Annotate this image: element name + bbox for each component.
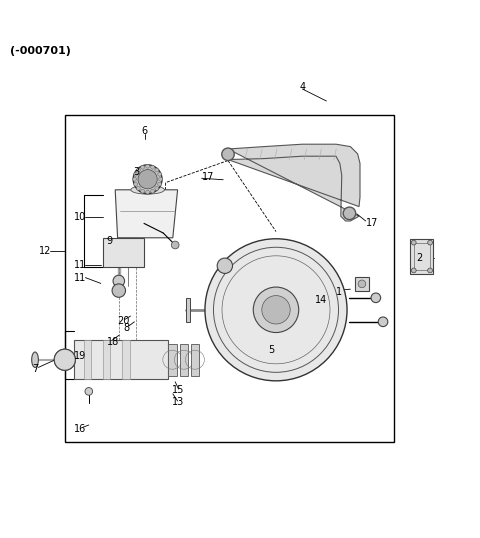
Bar bbox=[103, 238, 144, 267]
Text: 9: 9 bbox=[107, 236, 113, 246]
Bar bbox=[168, 344, 177, 376]
Circle shape bbox=[205, 239, 347, 381]
Circle shape bbox=[112, 284, 126, 298]
Circle shape bbox=[157, 172, 161, 176]
Bar bbox=[103, 340, 110, 379]
Text: (-000701): (-000701) bbox=[10, 46, 71, 56]
Circle shape bbox=[54, 349, 75, 370]
Circle shape bbox=[371, 293, 381, 302]
Bar bbox=[122, 340, 130, 379]
Text: 17: 17 bbox=[202, 172, 214, 182]
Bar bbox=[410, 239, 433, 274]
Text: 11: 11 bbox=[74, 273, 87, 282]
Circle shape bbox=[136, 168, 140, 172]
Circle shape bbox=[155, 168, 159, 172]
Bar bbox=[186, 298, 190, 322]
Circle shape bbox=[155, 187, 159, 190]
Bar bbox=[180, 344, 188, 376]
Circle shape bbox=[134, 172, 138, 176]
Circle shape bbox=[59, 354, 71, 365]
Circle shape bbox=[141, 165, 144, 169]
Text: 1: 1 bbox=[336, 287, 342, 297]
Bar bbox=[84, 340, 91, 379]
Text: 16: 16 bbox=[74, 424, 87, 434]
Polygon shape bbox=[228, 144, 360, 221]
Text: 14: 14 bbox=[315, 295, 327, 305]
Circle shape bbox=[378, 317, 388, 327]
Text: 3: 3 bbox=[133, 167, 140, 176]
Text: 7: 7 bbox=[32, 364, 38, 374]
Text: 13: 13 bbox=[172, 398, 184, 407]
Text: 15: 15 bbox=[172, 385, 184, 395]
Circle shape bbox=[134, 182, 138, 186]
Circle shape bbox=[343, 207, 356, 220]
Circle shape bbox=[54, 349, 75, 370]
Text: 19: 19 bbox=[74, 351, 87, 362]
Bar bbox=[191, 344, 199, 376]
Text: 2: 2 bbox=[417, 253, 423, 264]
Circle shape bbox=[151, 189, 155, 193]
Polygon shape bbox=[115, 190, 178, 238]
Circle shape bbox=[113, 275, 125, 287]
Circle shape bbox=[428, 240, 432, 245]
Circle shape bbox=[158, 178, 162, 181]
Circle shape bbox=[146, 165, 149, 168]
Circle shape bbox=[138, 169, 157, 189]
Circle shape bbox=[217, 258, 232, 273]
Circle shape bbox=[151, 165, 155, 169]
Text: 8: 8 bbox=[124, 323, 130, 332]
Text: 17: 17 bbox=[366, 218, 378, 228]
Text: 5: 5 bbox=[268, 345, 274, 355]
Text: 6: 6 bbox=[142, 126, 148, 136]
Circle shape bbox=[358, 280, 366, 288]
Circle shape bbox=[136, 187, 140, 190]
Circle shape bbox=[222, 148, 234, 160]
Circle shape bbox=[133, 165, 162, 194]
Ellipse shape bbox=[32, 352, 38, 367]
Bar bbox=[414, 243, 430, 271]
Circle shape bbox=[411, 240, 416, 245]
Circle shape bbox=[141, 189, 144, 193]
Text: 11: 11 bbox=[74, 260, 87, 270]
Circle shape bbox=[157, 182, 161, 186]
Circle shape bbox=[262, 295, 290, 324]
Circle shape bbox=[253, 287, 299, 332]
Circle shape bbox=[146, 190, 149, 194]
Ellipse shape bbox=[131, 186, 164, 194]
Text: 18: 18 bbox=[107, 337, 119, 347]
Text: 20: 20 bbox=[118, 316, 130, 326]
Bar bbox=[355, 277, 369, 291]
Circle shape bbox=[132, 178, 136, 181]
Text: 12: 12 bbox=[39, 246, 52, 256]
Circle shape bbox=[428, 268, 432, 273]
Text: 10: 10 bbox=[74, 212, 87, 222]
Bar bbox=[74, 340, 168, 379]
Circle shape bbox=[171, 241, 179, 249]
Text: 4: 4 bbox=[300, 82, 306, 91]
Circle shape bbox=[85, 387, 93, 395]
Circle shape bbox=[411, 268, 416, 273]
Bar bbox=[65, 115, 394, 442]
